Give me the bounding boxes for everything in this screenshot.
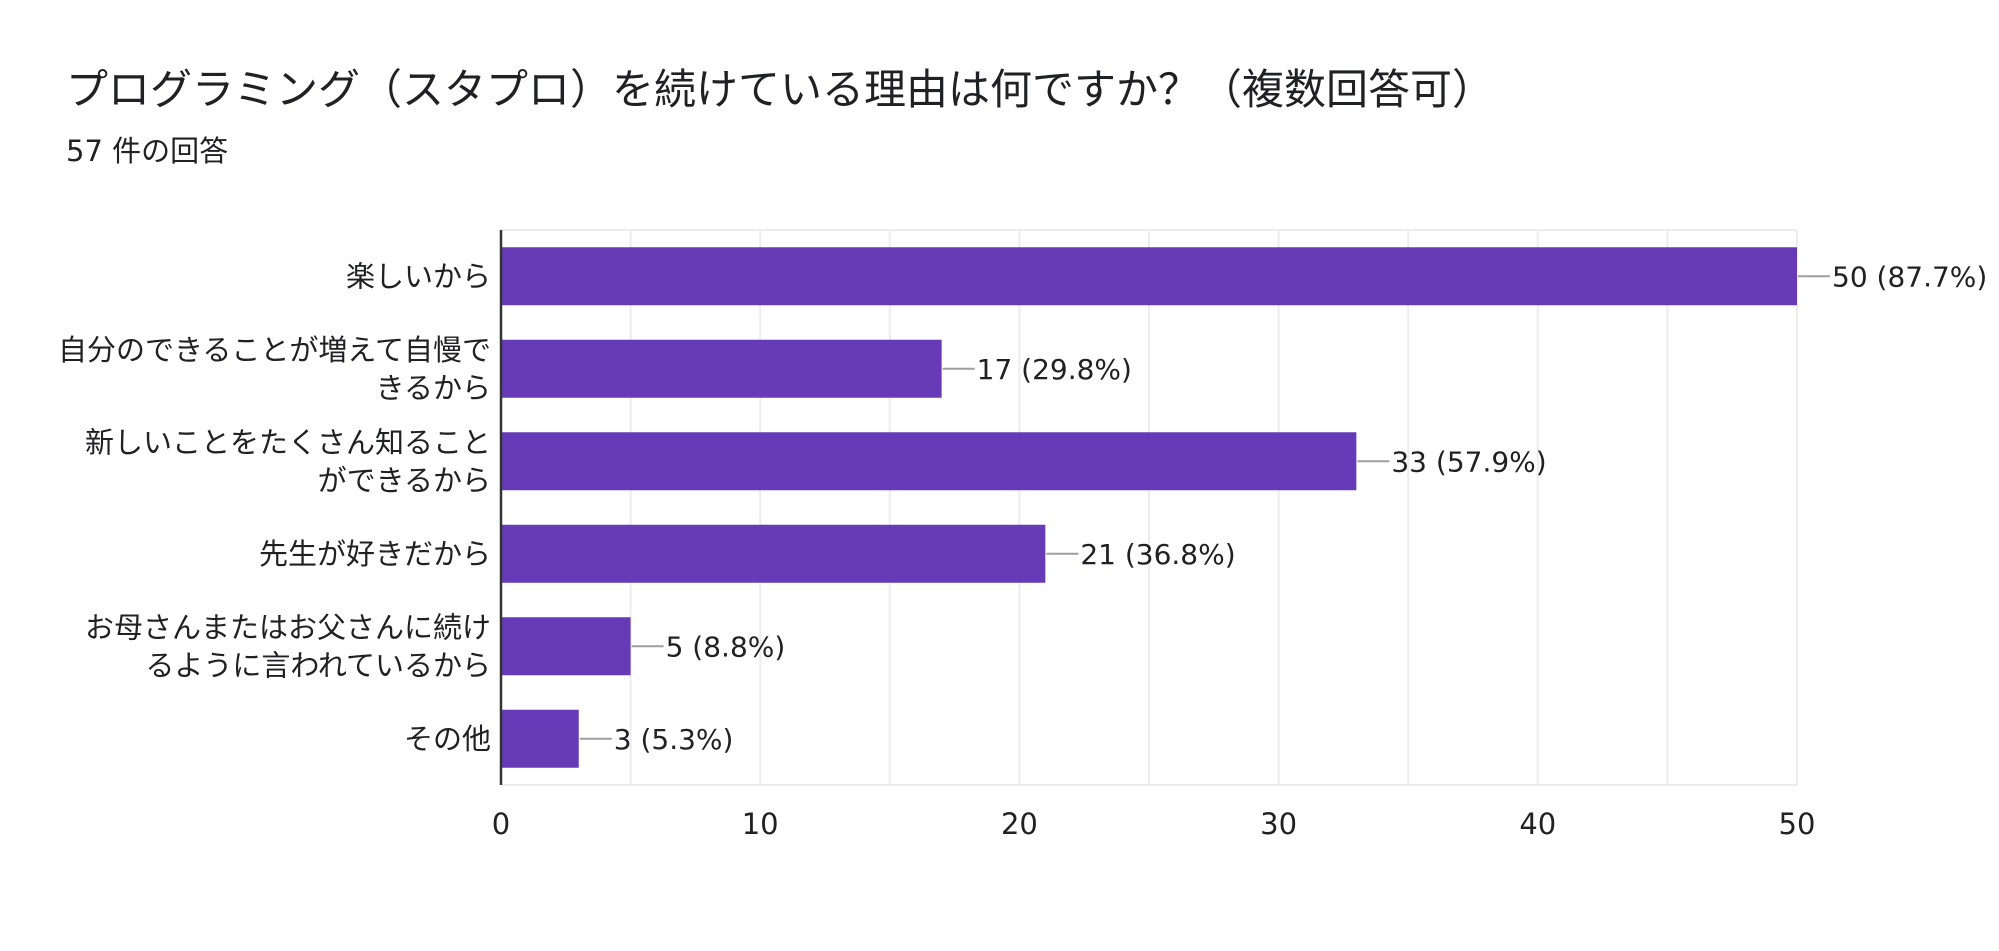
bars	[501, 247, 1797, 768]
data-label: 5 (8.8%)	[666, 630, 786, 663]
bar-5	[501, 617, 631, 676]
category-label-line: ができるから	[318, 463, 491, 497]
bar-2	[501, 339, 942, 398]
labels: 50 (87.7%) 楽しいから 17 (29.8%) 自分のできることが増えて自慢で…	[58, 259, 1987, 756]
category-label-line: るように言われているから	[145, 648, 491, 682]
category-label-line: きるから	[376, 371, 491, 405]
category-label-line: 自分のできることが増えて自慢で	[58, 333, 491, 367]
category-label: その他	[404, 722, 491, 756]
x-tick-label: 10	[742, 807, 779, 841]
data-label: 21 (36.8%)	[1080, 538, 1235, 571]
category-label-line: 新しいことをたくさん知ること	[85, 425, 491, 459]
data-label: 3 (5.3%)	[614, 723, 734, 756]
bar-3	[501, 432, 1357, 491]
bar-4	[501, 524, 1046, 583]
category-label-line: 楽しいから	[346, 259, 491, 293]
response-count: 57 件の回答	[66, 134, 229, 168]
x-tick-label: 0	[492, 807, 510, 841]
category-label: 自分のできることが増えて自慢できるから	[58, 333, 491, 405]
x-tick-label: 20	[1001, 807, 1038, 841]
x-tick-label: 50	[1779, 807, 1816, 841]
category-label-line: 先生が好きだから	[259, 537, 491, 571]
data-label: 50 (87.7%)	[1832, 260, 1987, 293]
axes: 0 10 20 30 40 50	[492, 230, 1816, 841]
category-label: お母さんまたはお父さんに続けるように言われているから	[85, 610, 491, 682]
category-label: 先生が好きだから	[259, 537, 491, 571]
x-tick-label: 40	[1519, 807, 1556, 841]
data-label: 17 (29.8%)	[977, 353, 1132, 386]
category-label: 楽しいから	[346, 259, 491, 293]
x-tick-label: 30	[1260, 807, 1297, 841]
category-label: 新しいことをたくさん知ることができるから	[85, 425, 491, 497]
chart-title: プログラミング（スタプロ）を続けている理由は何ですか？（複数回答可）	[66, 65, 1495, 114]
data-label: 33 (57.9%)	[1391, 445, 1546, 478]
category-label-line: お母さんまたはお父さんに続け	[85, 610, 491, 644]
category-label-line: その他	[404, 722, 491, 756]
grid-lines	[501, 229, 1798, 786]
bar-1	[501, 247, 1797, 306]
bar-6	[501, 709, 579, 768]
